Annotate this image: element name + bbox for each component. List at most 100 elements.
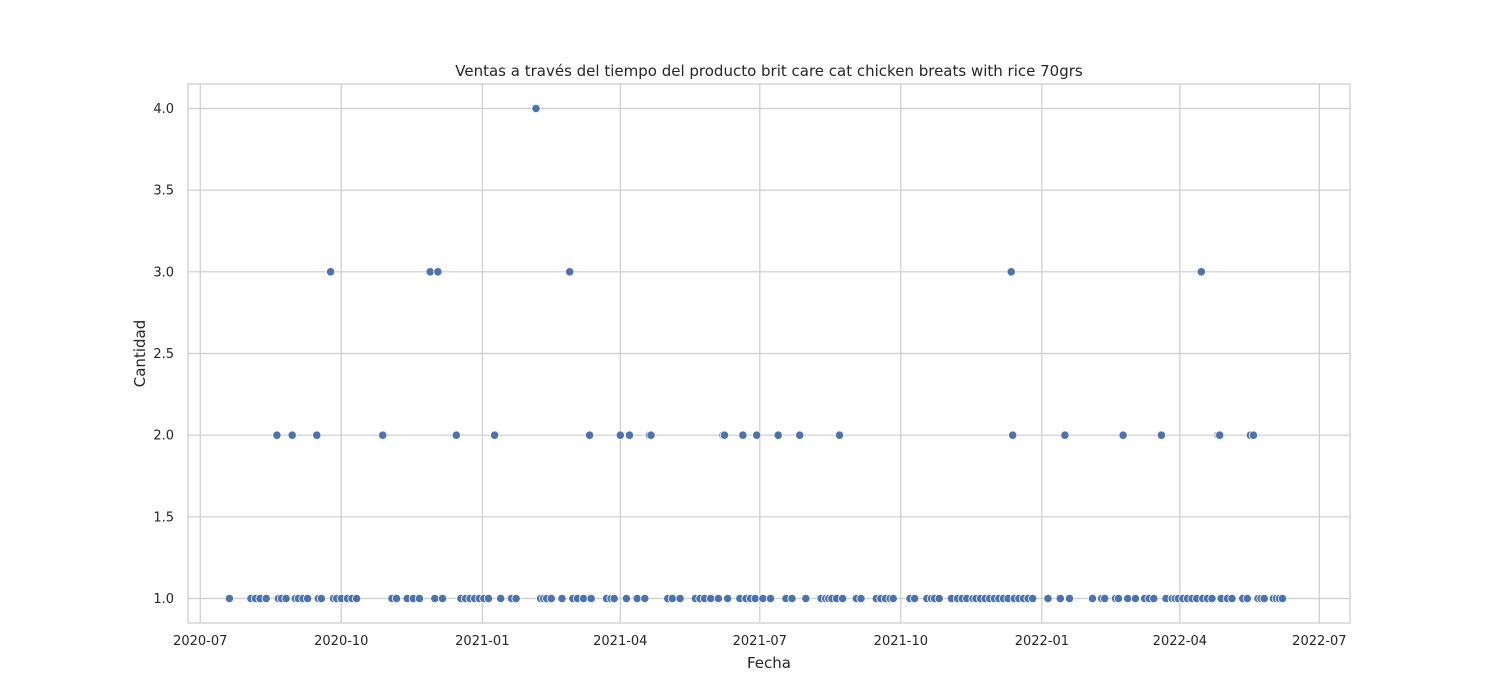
x-tick-label: 2020-07 [173, 634, 227, 649]
x-tick-label: 2021-07 [733, 634, 787, 649]
data-point [632, 593, 642, 604]
data-point [856, 593, 866, 604]
data-point [565, 267, 575, 277]
data-point [1008, 430, 1018, 440]
y-axis-label: Cantidad [131, 320, 149, 387]
x-tick-label: 2021-01 [455, 634, 509, 649]
data-point [609, 593, 619, 604]
data-point [888, 593, 898, 604]
data-point [1028, 593, 1038, 604]
data-point [624, 430, 635, 440]
plot-frame [187, 83, 1351, 624]
y-tick-label: 4.0 [153, 102, 174, 117]
y-tick-label: 2.5 [153, 347, 174, 362]
x-tick-label: 2022-07 [1292, 634, 1346, 649]
data-point [750, 593, 760, 604]
data-point [546, 593, 556, 604]
y-tick-label: 2.0 [153, 429, 174, 444]
data-point [646, 430, 656, 440]
data-point [261, 593, 271, 604]
data-point [281, 593, 291, 604]
x-axis-ticks: 2020-07 2020-10 2021-01 2021-04 2021-07 2021-… [173, 634, 1346, 649]
y-axis-ticks: 1.0 1.5 2.0 2.5 3.0 3.5 4.0 [153, 102, 174, 607]
data-point [325, 267, 336, 277]
data-point [1277, 593, 1288, 604]
data-point [758, 593, 768, 604]
data-point [224, 593, 234, 604]
data-point [675, 593, 685, 604]
data-point [787, 593, 797, 604]
data-point [834, 430, 845, 440]
data-point [287, 430, 297, 440]
data-point [615, 430, 625, 440]
data-point [351, 593, 362, 604]
data-point [837, 593, 848, 604]
data-point [378, 430, 388, 440]
data-point [302, 593, 313, 604]
data-point [414, 593, 425, 604]
data-point [773, 430, 783, 440]
y-tick-label: 1.5 [153, 510, 174, 525]
x-tick-label: 2022-04 [1153, 634, 1207, 649]
data-point [934, 593, 944, 604]
data-point [391, 593, 402, 604]
data-point [640, 593, 650, 604]
data-point [531, 103, 541, 114]
data-point [801, 593, 811, 604]
data-point [713, 593, 724, 604]
data-point [1130, 593, 1141, 604]
data-point [433, 267, 443, 277]
data-point [1227, 593, 1237, 604]
data-point [1259, 593, 1269, 604]
x-tick-label: 2020-10 [314, 634, 368, 649]
data-point [706, 593, 716, 604]
data-point [1087, 593, 1098, 604]
data-point [1215, 430, 1225, 440]
data-point [272, 430, 282, 440]
data-point [1113, 593, 1124, 604]
data-point [511, 593, 521, 604]
data-point [430, 593, 440, 604]
data-point [451, 430, 461, 440]
x-tick-label: 2021-10 [874, 634, 928, 649]
y-tick-label: 1.0 [153, 592, 174, 607]
data-point [1207, 593, 1217, 604]
data-point [557, 593, 567, 604]
x-tick-label: 2021-04 [593, 634, 647, 649]
data-point [1242, 593, 1252, 604]
data-point [437, 593, 448, 604]
chart-title: Ventas a través del tiempo del producto … [455, 62, 1083, 80]
data-point [795, 430, 805, 440]
x-axis-label: Fecha [747, 654, 791, 672]
data-point [1118, 430, 1128, 440]
x-tick-label: 2022-01 [1015, 634, 1069, 649]
data-point [425, 267, 435, 277]
data-point [1100, 593, 1110, 604]
data-points [224, 103, 1288, 604]
data-point [496, 593, 506, 604]
data-point [738, 430, 748, 440]
data-point [719, 430, 730, 440]
data-point [1149, 593, 1159, 604]
data-point [1248, 430, 1259, 440]
data-point [578, 593, 589, 604]
data-point [586, 593, 596, 604]
data-point [765, 593, 776, 604]
data-point [909, 593, 920, 604]
data-point [1123, 593, 1133, 604]
data-point [1060, 430, 1070, 440]
data-point [1043, 593, 1053, 604]
data-point [1006, 267, 1016, 277]
data-point [489, 430, 500, 440]
data-point [483, 593, 494, 604]
data-point [584, 430, 595, 440]
data-point [1055, 593, 1065, 604]
data-point [621, 593, 632, 604]
data-point [1156, 430, 1167, 440]
data-point [667, 593, 678, 604]
data-point [316, 593, 326, 604]
y-tick-label: 3.0 [153, 265, 174, 280]
data-point [1064, 593, 1075, 604]
y-tick-label: 3.5 [153, 184, 174, 199]
